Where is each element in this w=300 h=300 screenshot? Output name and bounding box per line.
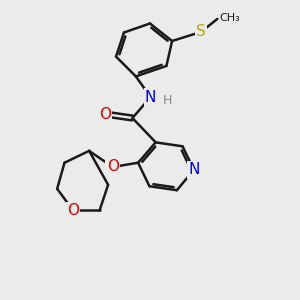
- Text: O: O: [99, 106, 111, 122]
- Text: H: H: [163, 94, 172, 107]
- Text: O: O: [106, 160, 119, 175]
- Text: N: N: [188, 162, 200, 177]
- Text: CH₃: CH₃: [220, 13, 240, 22]
- Text: O: O: [67, 203, 79, 218]
- Text: N: N: [145, 90, 156, 105]
- Text: S: S: [196, 25, 206, 40]
